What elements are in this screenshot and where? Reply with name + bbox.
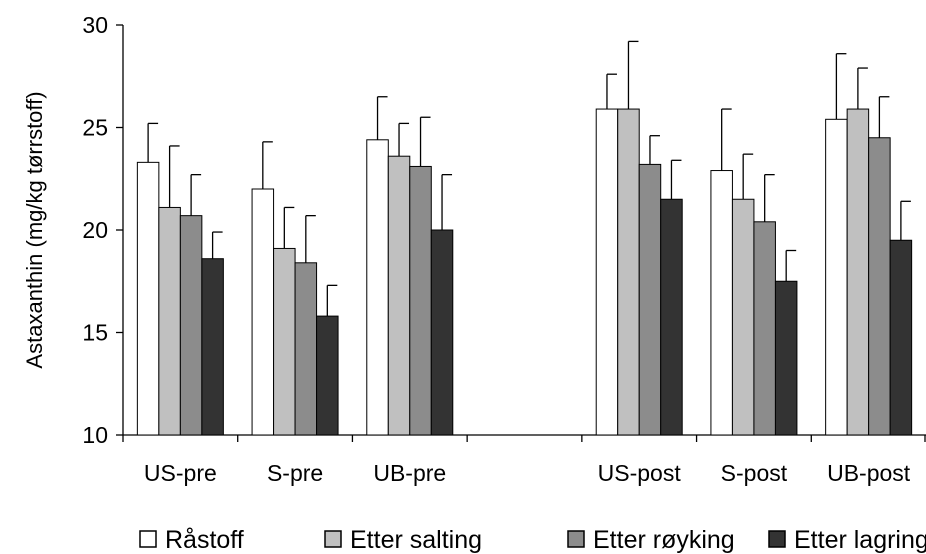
x-tick-label: S-pre <box>267 460 323 486</box>
legend-swatch <box>567 530 585 548</box>
bar <box>316 315 339 436</box>
bar <box>294 262 318 436</box>
y-tick-label: 15 <box>82 320 108 346</box>
legend-label: Råstoff <box>165 526 244 554</box>
legend-label: Etter salting <box>350 526 482 554</box>
legend-swatch <box>324 530 342 548</box>
bar <box>774 280 798 436</box>
bar <box>731 198 755 436</box>
legend-swatch <box>768 530 786 548</box>
bar <box>617 108 640 436</box>
bar <box>251 188 275 436</box>
bar <box>273 247 296 436</box>
x-tick-label: US-post <box>598 460 682 486</box>
x-tick-label: S-post <box>721 460 788 486</box>
x-tick-label: UB-pre <box>373 460 446 486</box>
bar <box>710 170 733 436</box>
bar <box>846 108 870 436</box>
bar <box>868 137 891 436</box>
bar <box>409 165 432 436</box>
y-tick-label: 30 <box>82 12 108 38</box>
plot-area: 10 15 20 25 30 US-pre S-pre UB-pre US-post S-post… <box>82 12 926 486</box>
bar <box>201 258 224 436</box>
y-axis-title: Astaxanthin (mg/kg tørrstoff) <box>22 91 47 368</box>
y-tick-label: 25 <box>82 115 108 141</box>
bar <box>136 161 160 436</box>
bar <box>179 215 203 436</box>
bar <box>366 139 389 436</box>
legend-swatch <box>139 530 157 548</box>
bar <box>889 239 913 436</box>
bar <box>660 198 683 436</box>
bar <box>595 108 619 436</box>
bar <box>638 163 662 436</box>
bar <box>825 118 848 436</box>
x-tick-label: UB-post <box>827 460 911 486</box>
bar <box>158 206 181 436</box>
legend-label: Etter lagring <box>794 526 926 554</box>
y-tick-label: 20 <box>82 217 108 243</box>
legend-label: Etter røyking <box>593 526 735 554</box>
bar <box>753 221 776 436</box>
bar <box>387 155 411 436</box>
legend: Råstoff Etter salting Etter røyking Etter l… <box>139 526 926 554</box>
x-tick-label: US-pre <box>144 460 217 486</box>
y-tick-label: 10 <box>82 422 108 448</box>
bar <box>430 229 454 436</box>
